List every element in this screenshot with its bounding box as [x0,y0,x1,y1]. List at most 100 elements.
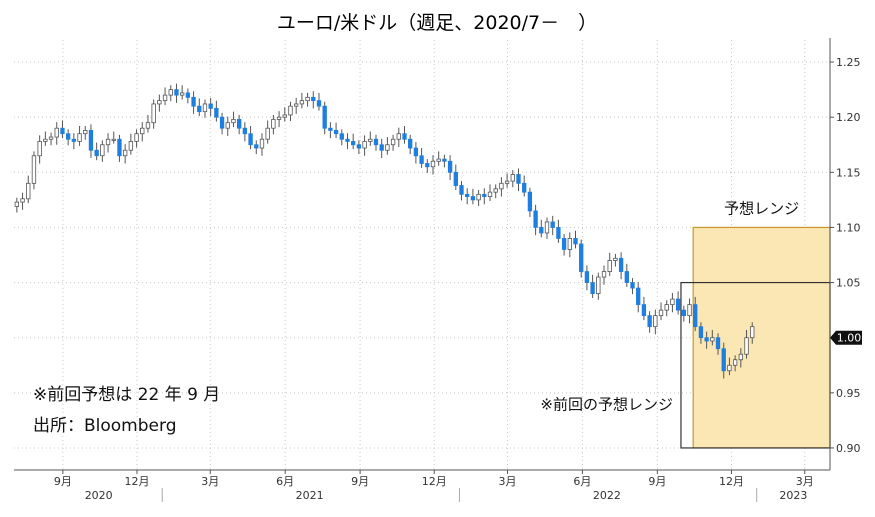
candle-body [601,271,607,278]
candle-body [259,138,265,149]
candle-body [653,315,658,328]
candle-body [94,149,99,157]
candle-body [732,359,738,366]
candle-body [499,182,504,190]
x-tick-label: 9月 [648,475,666,488]
candle-body [687,304,692,317]
candle-body [402,133,407,140]
candle-body [698,326,704,339]
candle-body [681,309,686,317]
candle-body [636,287,641,306]
candle-body [242,127,248,135]
candle-body [584,271,590,283]
x-axis: 9月 12月 3月 6月 9月 12月 3月 6月 9月 12月 3月 2020 2021 2022 202… [14,469,830,502]
candle-body [476,193,481,201]
candle-body [442,158,447,162]
y-tick-label: 0.95 [836,387,861,400]
candle-body [328,127,333,131]
candle-body [522,182,527,193]
candle-body [453,171,458,186]
x-year-label: 2023 [779,489,807,502]
candle-body [744,337,749,355]
candle-body [65,133,71,140]
candle-body [248,133,253,146]
y-tick-label: 0.90 [836,442,861,455]
candle-body [550,221,555,228]
candle-body [624,271,629,283]
candle-body [54,127,59,138]
candle-body [385,144,390,151]
candle-body [231,118,236,124]
candle-body [510,174,515,182]
candle-body [140,127,145,135]
candle-body [487,191,493,197]
candle-body [379,144,384,151]
candle-body [710,337,715,342]
candle-body [727,364,732,372]
forecast-ranges: 予想レンジ ※前回の予想レンジ [540,199,831,449]
candle-body [647,315,652,328]
candle-body [83,130,88,135]
y-tick-label: 1.10 [836,221,861,234]
candle-body [345,138,350,142]
candle-body [305,96,310,102]
candle-body [225,122,230,129]
candle-body [185,92,191,98]
candle-body [436,158,441,162]
candle-body [607,260,612,272]
x-tick-label: 6月 [276,475,294,488]
candle-body [561,238,567,250]
candle-body [145,122,151,129]
candle-body [134,133,139,142]
candle-body [237,118,242,129]
candle-body [539,227,544,234]
candle-body [613,257,618,261]
candle-body [271,118,276,129]
candle-body [590,282,595,294]
candle-body [88,130,94,151]
candle-body [202,103,208,113]
last-value-label: 1.00 [830,330,862,345]
candle-body [704,337,709,342]
candle-body [288,105,293,116]
candle-body [693,304,698,328]
candle-body [71,138,77,142]
candle-body [117,138,122,157]
candle-body [294,103,299,107]
candle-body [362,141,367,149]
candle-body [276,116,282,120]
x-tick-label: 6月 [573,475,591,488]
candle-body [105,138,111,146]
candle-body [214,107,219,118]
x-tick-label: 3月 [499,475,517,488]
x-tick-label: 9月 [54,475,72,488]
forecast-range-label: 予想レンジ [724,199,799,217]
candle-body [351,141,356,146]
candle-body [396,133,401,140]
candle-body [465,193,470,197]
candle-body [100,144,105,157]
candle-body [43,138,48,142]
candle-body [527,191,533,212]
x-year-label: 2022 [593,489,621,502]
y-tick-label: 1.15 [836,166,861,179]
candle-body [641,304,647,317]
candle-body [573,238,578,245]
x-year-label: 2021 [296,489,324,502]
candle-body [151,103,156,124]
candle-body [162,94,168,102]
candle-body [544,221,550,234]
candle-body [168,89,173,96]
candle-body [596,276,601,294]
candle-body [60,127,65,135]
candle-body [48,136,54,140]
y-tick-label: 1.20 [836,111,861,124]
candle-body [197,105,202,113]
candle-body [254,144,259,149]
candle-body [282,114,287,118]
candles [14,83,755,379]
x-tick-label: 3月 [201,475,219,488]
candle-body [493,188,498,193]
x-tick-label: 12月 [422,475,447,488]
